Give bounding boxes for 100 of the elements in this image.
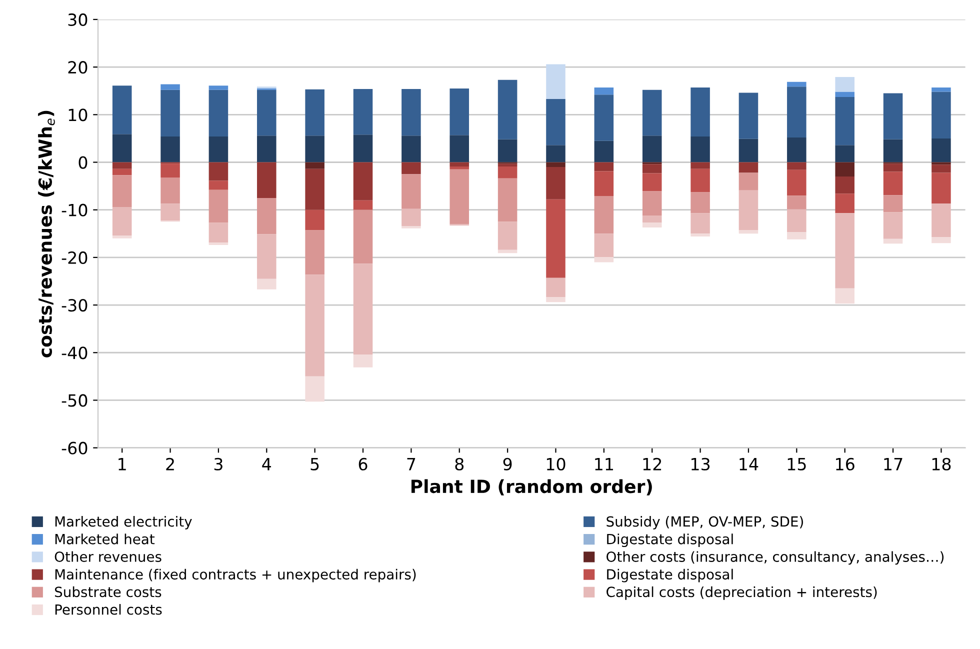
bar bbox=[160, 84, 180, 90]
y-tick-label: 0 bbox=[78, 156, 88, 169]
bar bbox=[112, 162, 132, 169]
legend-label: Marketed heat bbox=[55, 534, 155, 544]
bar bbox=[594, 162, 614, 172]
bar bbox=[208, 136, 228, 162]
bar bbox=[160, 136, 180, 162]
bar bbox=[738, 138, 758, 162]
bar bbox=[353, 134, 373, 162]
bar bbox=[112, 168, 132, 176]
bar bbox=[787, 86, 806, 138]
bar bbox=[835, 288, 854, 304]
x-tick-label: 1 bbox=[118, 458, 126, 470]
y-tick-label: -20 bbox=[62, 251, 88, 264]
bar bbox=[257, 136, 276, 162]
bar bbox=[690, 136, 710, 162]
bar bbox=[787, 162, 806, 170]
bar bbox=[160, 177, 180, 204]
bar bbox=[257, 198, 276, 234]
bar bbox=[835, 176, 854, 194]
bar bbox=[305, 274, 324, 376]
bar bbox=[208, 190, 228, 223]
bar bbox=[690, 234, 710, 236]
bar bbox=[546, 98, 566, 146]
bar bbox=[546, 278, 566, 297]
bar bbox=[208, 86, 228, 90]
bar bbox=[353, 210, 373, 264]
bar bbox=[738, 172, 758, 190]
bar bbox=[594, 94, 614, 141]
y-tick-label: 20 bbox=[68, 61, 88, 74]
bar bbox=[594, 256, 614, 262]
y-tick-label: -50 bbox=[62, 394, 88, 407]
bar bbox=[402, 136, 421, 162]
bar bbox=[160, 90, 180, 137]
legend-label: Capital costs (depreciation + interests) bbox=[606, 586, 877, 600]
bar bbox=[546, 64, 566, 99]
bar bbox=[450, 162, 470, 167]
bar bbox=[835, 213, 854, 288]
bar bbox=[305, 210, 324, 230]
bar bbox=[208, 162, 228, 181]
bar bbox=[835, 162, 854, 177]
bar bbox=[642, 191, 662, 216]
bar bbox=[690, 88, 710, 137]
x-tick-label: 8 bbox=[455, 458, 464, 470]
bar bbox=[690, 162, 710, 169]
bar bbox=[257, 234, 276, 279]
x-tick-label: 3 bbox=[214, 458, 222, 470]
bar bbox=[208, 90, 228, 137]
bar bbox=[787, 138, 806, 162]
bar bbox=[835, 194, 854, 214]
bar bbox=[594, 171, 614, 196]
bar bbox=[594, 196, 614, 234]
y-axis-title: costs/revenues (€/kWh$_{e}$) bbox=[38, 110, 55, 358]
bar bbox=[353, 354, 373, 368]
y-tick-label: 10 bbox=[68, 108, 88, 122]
bar bbox=[546, 162, 566, 168]
x-tick-label: 11 bbox=[595, 458, 613, 470]
bar bbox=[932, 236, 951, 244]
bar bbox=[498, 166, 518, 178]
y-tick-label: -30 bbox=[62, 298, 88, 312]
bar bbox=[883, 212, 903, 239]
bar bbox=[450, 135, 470, 162]
bar bbox=[112, 175, 132, 207]
bar bbox=[932, 92, 951, 138]
bar bbox=[112, 134, 132, 162]
bar bbox=[594, 88, 614, 95]
bar bbox=[642, 173, 662, 192]
bar bbox=[932, 164, 951, 173]
bar bbox=[642, 90, 662, 136]
legend-label: Substrate costs bbox=[54, 586, 162, 598]
bar bbox=[353, 162, 373, 200]
bar bbox=[883, 238, 903, 244]
legend-label: Digestate disposal bbox=[607, 534, 733, 548]
bar bbox=[642, 164, 662, 174]
bar bbox=[932, 138, 951, 162]
bar bbox=[690, 192, 710, 214]
bar bbox=[305, 162, 324, 169]
bar bbox=[257, 162, 276, 198]
bar bbox=[738, 162, 758, 173]
bar bbox=[305, 376, 324, 402]
bar bbox=[787, 82, 806, 87]
bar bbox=[160, 164, 180, 178]
bar bbox=[787, 170, 806, 196]
legend-label: Other costs (insurance, consultancy, analyses…) bbox=[606, 551, 944, 565]
x-tick-label: 9 bbox=[503, 458, 512, 470]
bar bbox=[690, 213, 710, 234]
bar bbox=[546, 167, 566, 200]
bar bbox=[305, 168, 324, 210]
bar bbox=[450, 169, 470, 224]
legend-label: Maintenance (fixed contracts + unexpected repairs) bbox=[55, 568, 416, 582]
x-tick-label: 14 bbox=[740, 458, 758, 470]
bar bbox=[305, 136, 324, 162]
bar bbox=[883, 164, 903, 172]
bar bbox=[642, 216, 662, 223]
bar bbox=[546, 296, 566, 302]
bar bbox=[112, 206, 132, 236]
x-tick-label: 16 bbox=[836, 458, 854, 470]
bar bbox=[835, 145, 854, 162]
x-tick-label: 5 bbox=[310, 458, 319, 470]
x-tick-label: 4 bbox=[262, 458, 272, 470]
